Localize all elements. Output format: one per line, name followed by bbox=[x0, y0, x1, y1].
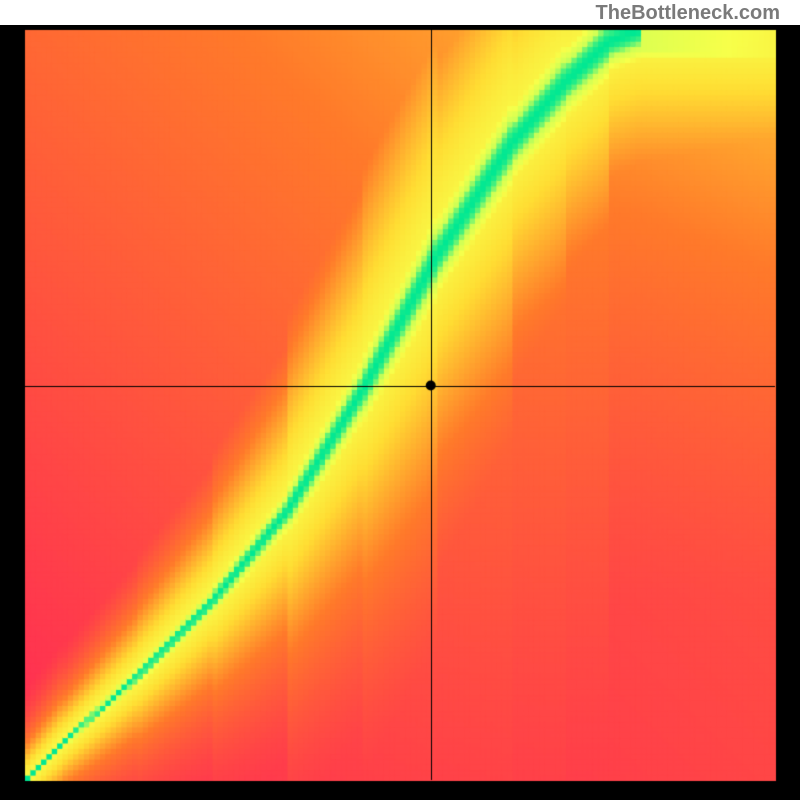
bottleneck-heatmap bbox=[0, 25, 800, 800]
watermark-text: TheBottleneck.com bbox=[596, 2, 780, 25]
